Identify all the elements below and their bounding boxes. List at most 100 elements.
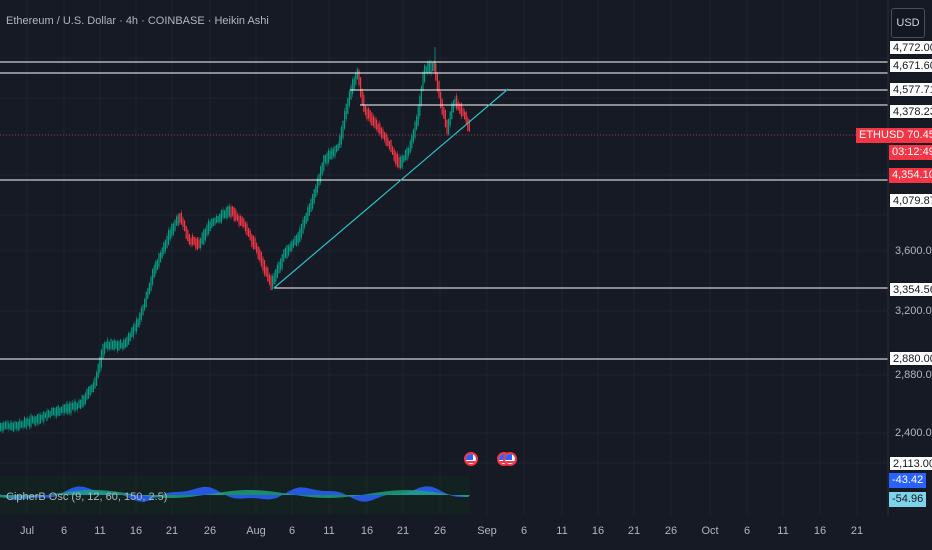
candle-body [27,418,29,426]
candle-body [337,143,339,151]
candle-body [419,96,421,116]
candle-body [72,402,74,410]
candle-body [336,145,338,152]
candle-body [75,401,77,410]
time-axis-label: 16 [813,525,827,537]
candle-body [163,242,165,255]
candle-body [420,86,422,106]
candle-body [123,339,125,350]
price-tag-level[interactable]: 4,577.71 [889,82,932,97]
candle-body [80,400,82,410]
candle-body [214,217,216,225]
candle-body [144,299,146,310]
candle-body [292,239,294,248]
candle-body [137,319,139,328]
candle-body [225,207,227,218]
candle-body [443,106,445,119]
candle-body [238,215,240,226]
price-tag-level[interactable]: 3,354.56 [889,282,932,297]
candle-body [208,220,210,234]
time-axis-label: 6 [60,525,68,537]
candle-body [468,119,470,132]
candle-body [134,323,136,332]
candle-body [209,221,211,231]
candle-body [212,218,214,226]
time-axis-label: Aug [246,525,266,537]
oscillator-pane [0,476,470,514]
candle-body [409,140,411,153]
price-tag-level[interactable]: 4,354.10 [889,168,932,183]
candle-body [417,106,419,126]
candle-body [350,85,352,100]
candle-body [145,291,147,308]
time-axis-label: 21 [396,525,410,537]
time-axis-label: Sep [477,525,497,537]
candle-body [385,134,387,146]
candle-body [136,318,138,332]
candle-body [19,420,21,429]
candle-body [150,276,152,291]
price-tag-level[interactable]: 4,378.23 [889,104,932,119]
candle-body [393,149,395,161]
candle-body [414,121,416,138]
candle-body [48,410,50,418]
candle-body [289,243,291,252]
candle-body [411,135,413,149]
candle-body [462,108,464,117]
candle-body [3,422,5,431]
candle-body [348,91,350,107]
candle-body [297,232,299,244]
candle-body [432,62,434,72]
us-flag-event-icon[interactable] [503,452,517,466]
candle-body [220,210,222,223]
candle-body [142,304,144,315]
price-tag-level[interactable]: 2,880.00 [889,351,932,366]
price-tag-level[interactable]: 2,113.00 [889,456,932,471]
currency-button[interactable]: USD [891,8,925,38]
candle-body [259,249,261,261]
candle-body [435,63,437,81]
candle-body [182,218,184,228]
candle-body [96,372,98,386]
candle-body [244,222,246,232]
candle-body [454,98,456,106]
candle-body [147,288,149,299]
price-tag-level[interactable]: 4,671.60 [889,58,932,73]
candle-body [91,384,93,393]
candle-body [361,88,363,105]
candle-body [291,241,293,251]
candle-body [11,422,13,431]
candle-body [70,402,72,414]
candle-body [83,395,85,406]
candle-body [366,108,368,120]
price-tag-level[interactable]: 4,772.00 [889,40,932,55]
time-axis-label: Jul [19,525,35,537]
price-tag-level[interactable]: 4,079.87 [889,193,932,208]
candle-body [368,108,370,119]
candle-body [156,259,158,270]
candle-body [390,139,392,153]
candle-body [196,237,198,250]
candle-body [201,232,203,244]
candle-body [320,166,322,183]
osc-value-tag: -54.96 [889,492,927,507]
candle-body [30,415,32,427]
candle-body [340,127,342,145]
candle-body [140,307,142,320]
candle-body [52,407,54,416]
candle-body [56,407,58,417]
oscillator-label[interactable]: CipherB Osc (9, 12, 60, 150, 2.5) [6,491,168,503]
candle-body [92,381,94,393]
candle-body [126,337,128,347]
candle-body [174,219,176,231]
candle-body [334,146,336,157]
us-flag-event-icon[interactable] [464,452,478,466]
candle-body [132,325,134,337]
candle-body [256,243,258,253]
candle-body [281,254,283,269]
candle-body [24,417,26,427]
candle-body [425,66,427,73]
candle-body [84,393,86,405]
candle-body [102,343,104,360]
